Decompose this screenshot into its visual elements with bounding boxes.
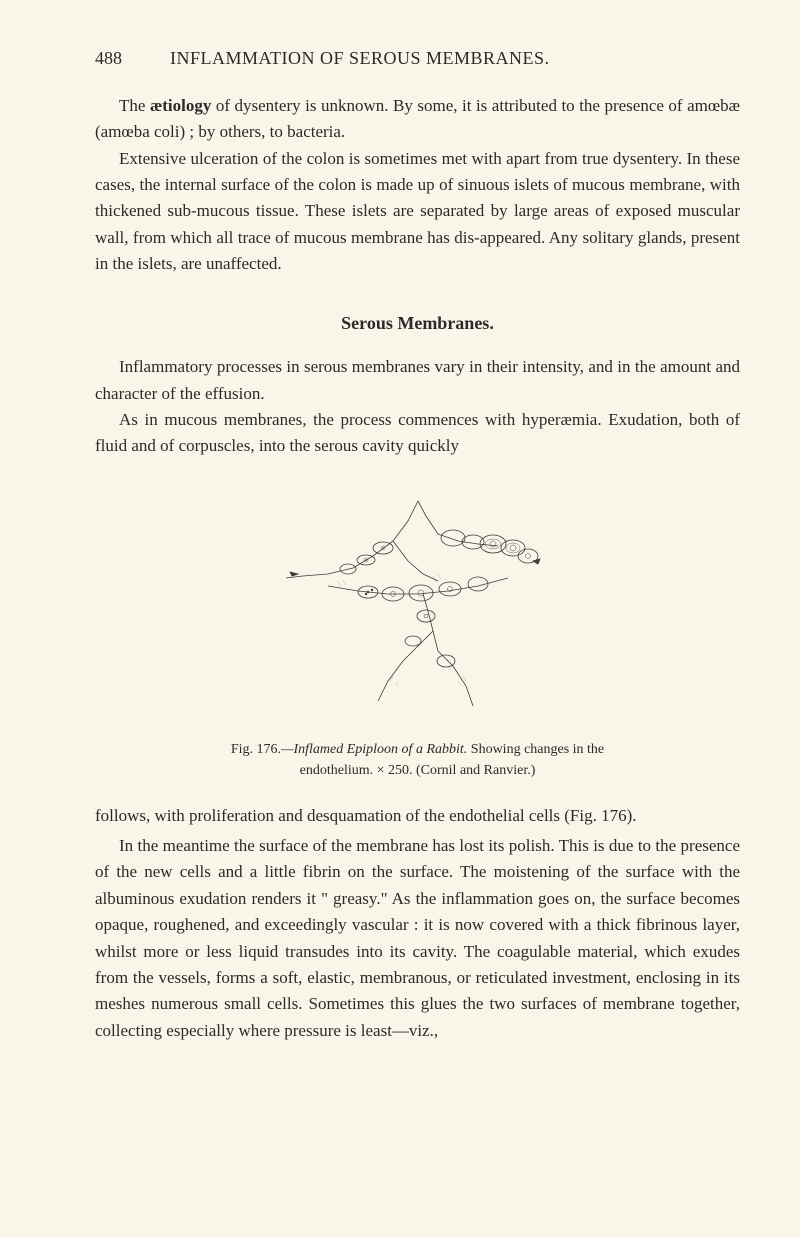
figure-caption: Fig. 176.—Inflamed Epiploon of a Rabbit.…	[95, 739, 740, 760]
paragraph-1: The ætiology of dysentery is unknown. By…	[95, 93, 740, 146]
paragraph-5: follows, with proliferation and desquama…	[95, 803, 740, 829]
figure-description: Showing changes in the	[467, 742, 604, 757]
paragraph-4: As in mucous membranes, the process comm…	[95, 407, 740, 460]
para1-text-1: The	[119, 96, 150, 115]
figure-caption-line2: endothelium. × 250. (Cornil and Ranvier.…	[95, 760, 740, 781]
page-title: INFLAMMATION OF SEROUS MEMBRANES.	[170, 48, 550, 69]
para1-bold: ætiology	[150, 96, 211, 115]
epiploon-illustration	[278, 486, 558, 726]
section-title: Serous Membranes.	[95, 313, 740, 334]
page-header: 488 INFLAMMATION OF SEROUS MEMBRANES.	[95, 48, 740, 69]
figure-container: Fig. 176.—Inflamed Epiploon of a Rabbit.…	[95, 486, 740, 781]
paragraph-3: Inflammatory processes in serous membran…	[95, 354, 740, 407]
figure-title: —Inflamed Epiploon of a Rabbit.	[281, 742, 467, 757]
figure-label: Fig. 176.	[231, 742, 281, 757]
page-number: 488	[95, 48, 122, 69]
paragraph-2: Extensive ulceration of the colon is som…	[95, 146, 740, 278]
paragraph-6: In the meantime the surface of the membr…	[95, 833, 740, 1044]
